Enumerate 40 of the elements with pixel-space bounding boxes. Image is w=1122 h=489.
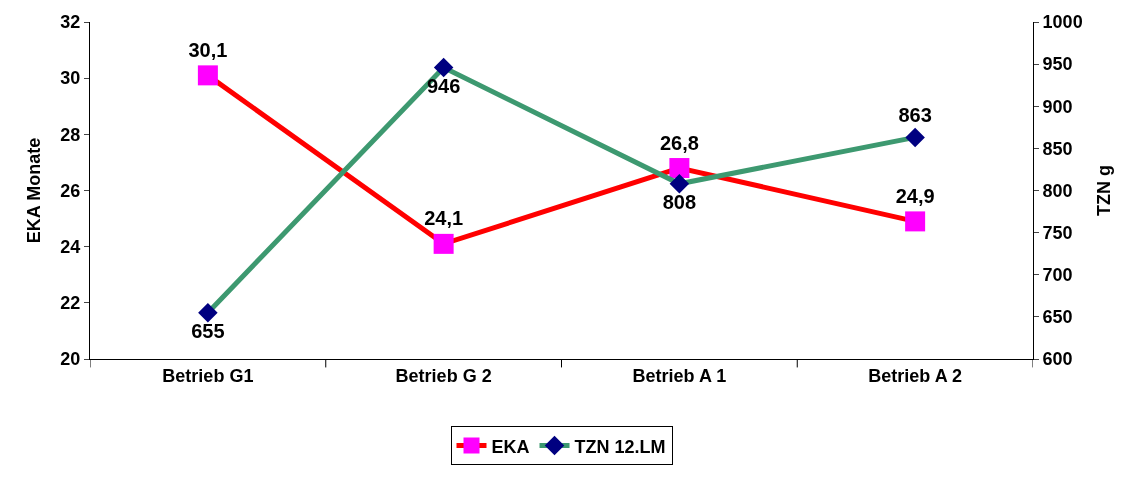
y2-tick-label: 650 <box>1042 307 1073 328</box>
y2-tick-label: 700 <box>1042 265 1073 286</box>
y2-tick-label: 800 <box>1042 180 1073 201</box>
data-label: 946 <box>426 74 461 97</box>
x-tick-label: Betrieb A 1 <box>632 365 727 386</box>
point <box>198 302 218 323</box>
y-axis-title: EKA Monate <box>23 137 44 244</box>
x-tick-label: Betrieb G 2 <box>395 365 492 386</box>
y2-tick-label: 600 <box>1042 349 1073 370</box>
y-tick-label: 20 <box>60 349 81 370</box>
point <box>669 158 690 179</box>
data-label: 863 <box>898 104 932 127</box>
y2-tick-label: 900 <box>1042 96 1073 117</box>
data-label: 26,8 <box>659 131 699 154</box>
x-tick-label: Betrieb A 2 <box>868 365 962 386</box>
y-tick-label: 30 <box>60 68 81 89</box>
data-label: 655 <box>191 320 225 343</box>
data-label: 808 <box>662 191 697 214</box>
legend-label: TZN 12.LM <box>574 436 666 457</box>
data-label: 24,1 <box>424 207 464 230</box>
point <box>669 174 690 194</box>
y-tick-label: 22 <box>60 293 81 314</box>
point <box>433 233 454 254</box>
y2-tick-label: 750 <box>1042 222 1073 243</box>
y2-tick-label: 950 <box>1042 54 1073 75</box>
point <box>433 57 454 78</box>
point <box>905 211 926 232</box>
y-tick-label: 24 <box>60 236 81 257</box>
point <box>905 127 925 148</box>
y2-axis-title: TZN g <box>1093 165 1114 216</box>
y-tick-label: 26 <box>60 180 81 201</box>
data-label: 30,1 <box>188 38 228 61</box>
y-tick-label: 32 <box>60 12 81 33</box>
y2-tick-label: 1000 <box>1042 12 1083 33</box>
y-tick-label: 28 <box>60 124 81 145</box>
data-label: 24,9 <box>895 184 935 207</box>
x-tick-label: Betrieb G1 <box>162 365 254 386</box>
point <box>197 65 218 86</box>
legend-label: EKA <box>491 436 530 457</box>
y2-tick-label: 850 <box>1042 138 1073 159</box>
